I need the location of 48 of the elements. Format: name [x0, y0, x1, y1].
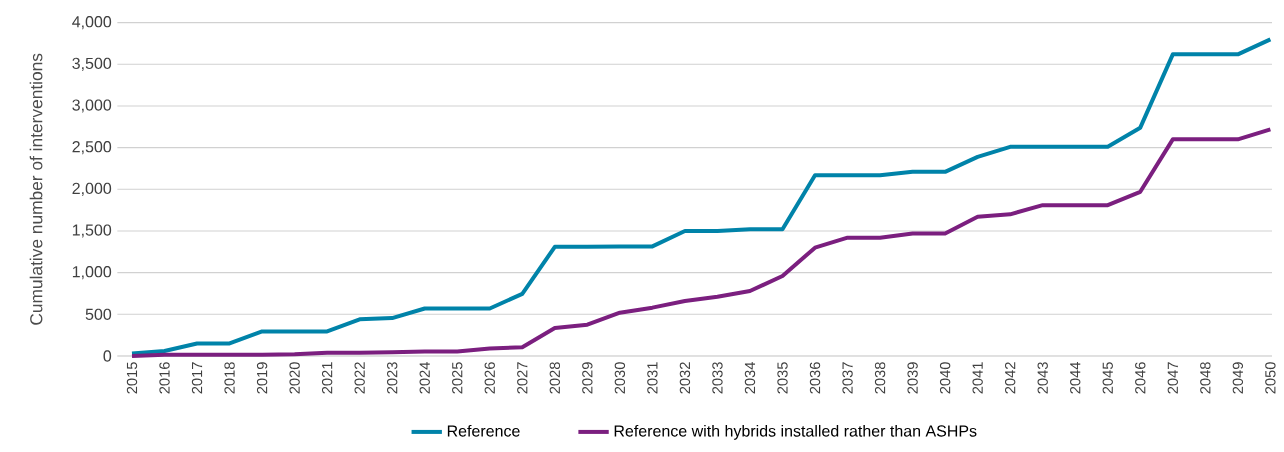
y-tick-label: 2,000	[72, 182, 112, 196]
y-tick-label: 2,500	[72, 141, 112, 155]
x-tick-label: 2044	[1070, 362, 1081, 394]
x-tick-label: 2024	[419, 362, 430, 394]
y-tick-label: 1,000	[72, 266, 112, 280]
x-tick-label: 2036	[809, 362, 821, 394]
x-tick-label: 2027	[517, 362, 528, 394]
x-tick-label: 2047	[1167, 362, 1178, 394]
legend-label: Reference	[447, 424, 520, 437]
x-tick-label: 2042	[1005, 362, 1016, 394]
x-tick-label: 2037	[842, 362, 853, 394]
x-tick-label: 2033	[712, 362, 723, 394]
x-tick-label: 2015	[126, 362, 138, 394]
x-tick-label: 2050	[1265, 362, 1276, 394]
x-tick-label: 2031	[647, 362, 658, 394]
y-tick-label: 3,500	[72, 57, 112, 71]
x-tick-label: 2021	[321, 362, 333, 394]
x-tick-label: 2029	[582, 362, 593, 394]
x-tick-label: 2026	[484, 362, 495, 394]
x-tick-label: 2038	[874, 362, 886, 394]
x-tick-label: 2034	[744, 362, 756, 394]
x-tick-label: 2023	[387, 362, 398, 394]
x-tick-label: 2022	[354, 362, 365, 394]
x-tick-label: 2019	[256, 362, 268, 394]
x-tick-label: 2032	[679, 362, 691, 394]
x-tick-label: 2028	[549, 362, 561, 394]
legend-label: Reference with hybrids installed rather than ASHPs	[614, 424, 977, 440]
x-tick-label: 2048	[1200, 362, 1211, 394]
x-tick-label: 2049	[1232, 362, 1244, 394]
x-tick-label: 2025	[452, 362, 463, 394]
x-tick-label: 2018	[224, 362, 235, 394]
x-tick-label: 2040	[939, 362, 951, 394]
x-tick-label: 2043	[1037, 362, 1048, 394]
x-tick-label: 2016	[159, 362, 170, 394]
x-tick-label: 2045	[1102, 362, 1113, 394]
y-tick-label: 4,000	[72, 16, 112, 30]
x-tick-label: 2020	[289, 362, 300, 394]
y-tick-label: 3,000	[72, 99, 112, 113]
x-tick-label: 2039	[907, 362, 918, 394]
x-tick-label: 2046	[1135, 362, 1146, 394]
y-axis-title: Cumulative number of interventions	[29, 53, 43, 325]
x-tick-label: 2017	[191, 362, 203, 394]
x-tick-label: 2041	[972, 362, 983, 394]
y-tick-label: 500	[85, 308, 112, 320]
y-tick-label: 1,500	[72, 224, 112, 238]
y-tick-label: 0	[103, 350, 112, 362]
x-tick-label: 2035	[777, 362, 788, 394]
x-tick-label: 2030	[614, 362, 626, 394]
